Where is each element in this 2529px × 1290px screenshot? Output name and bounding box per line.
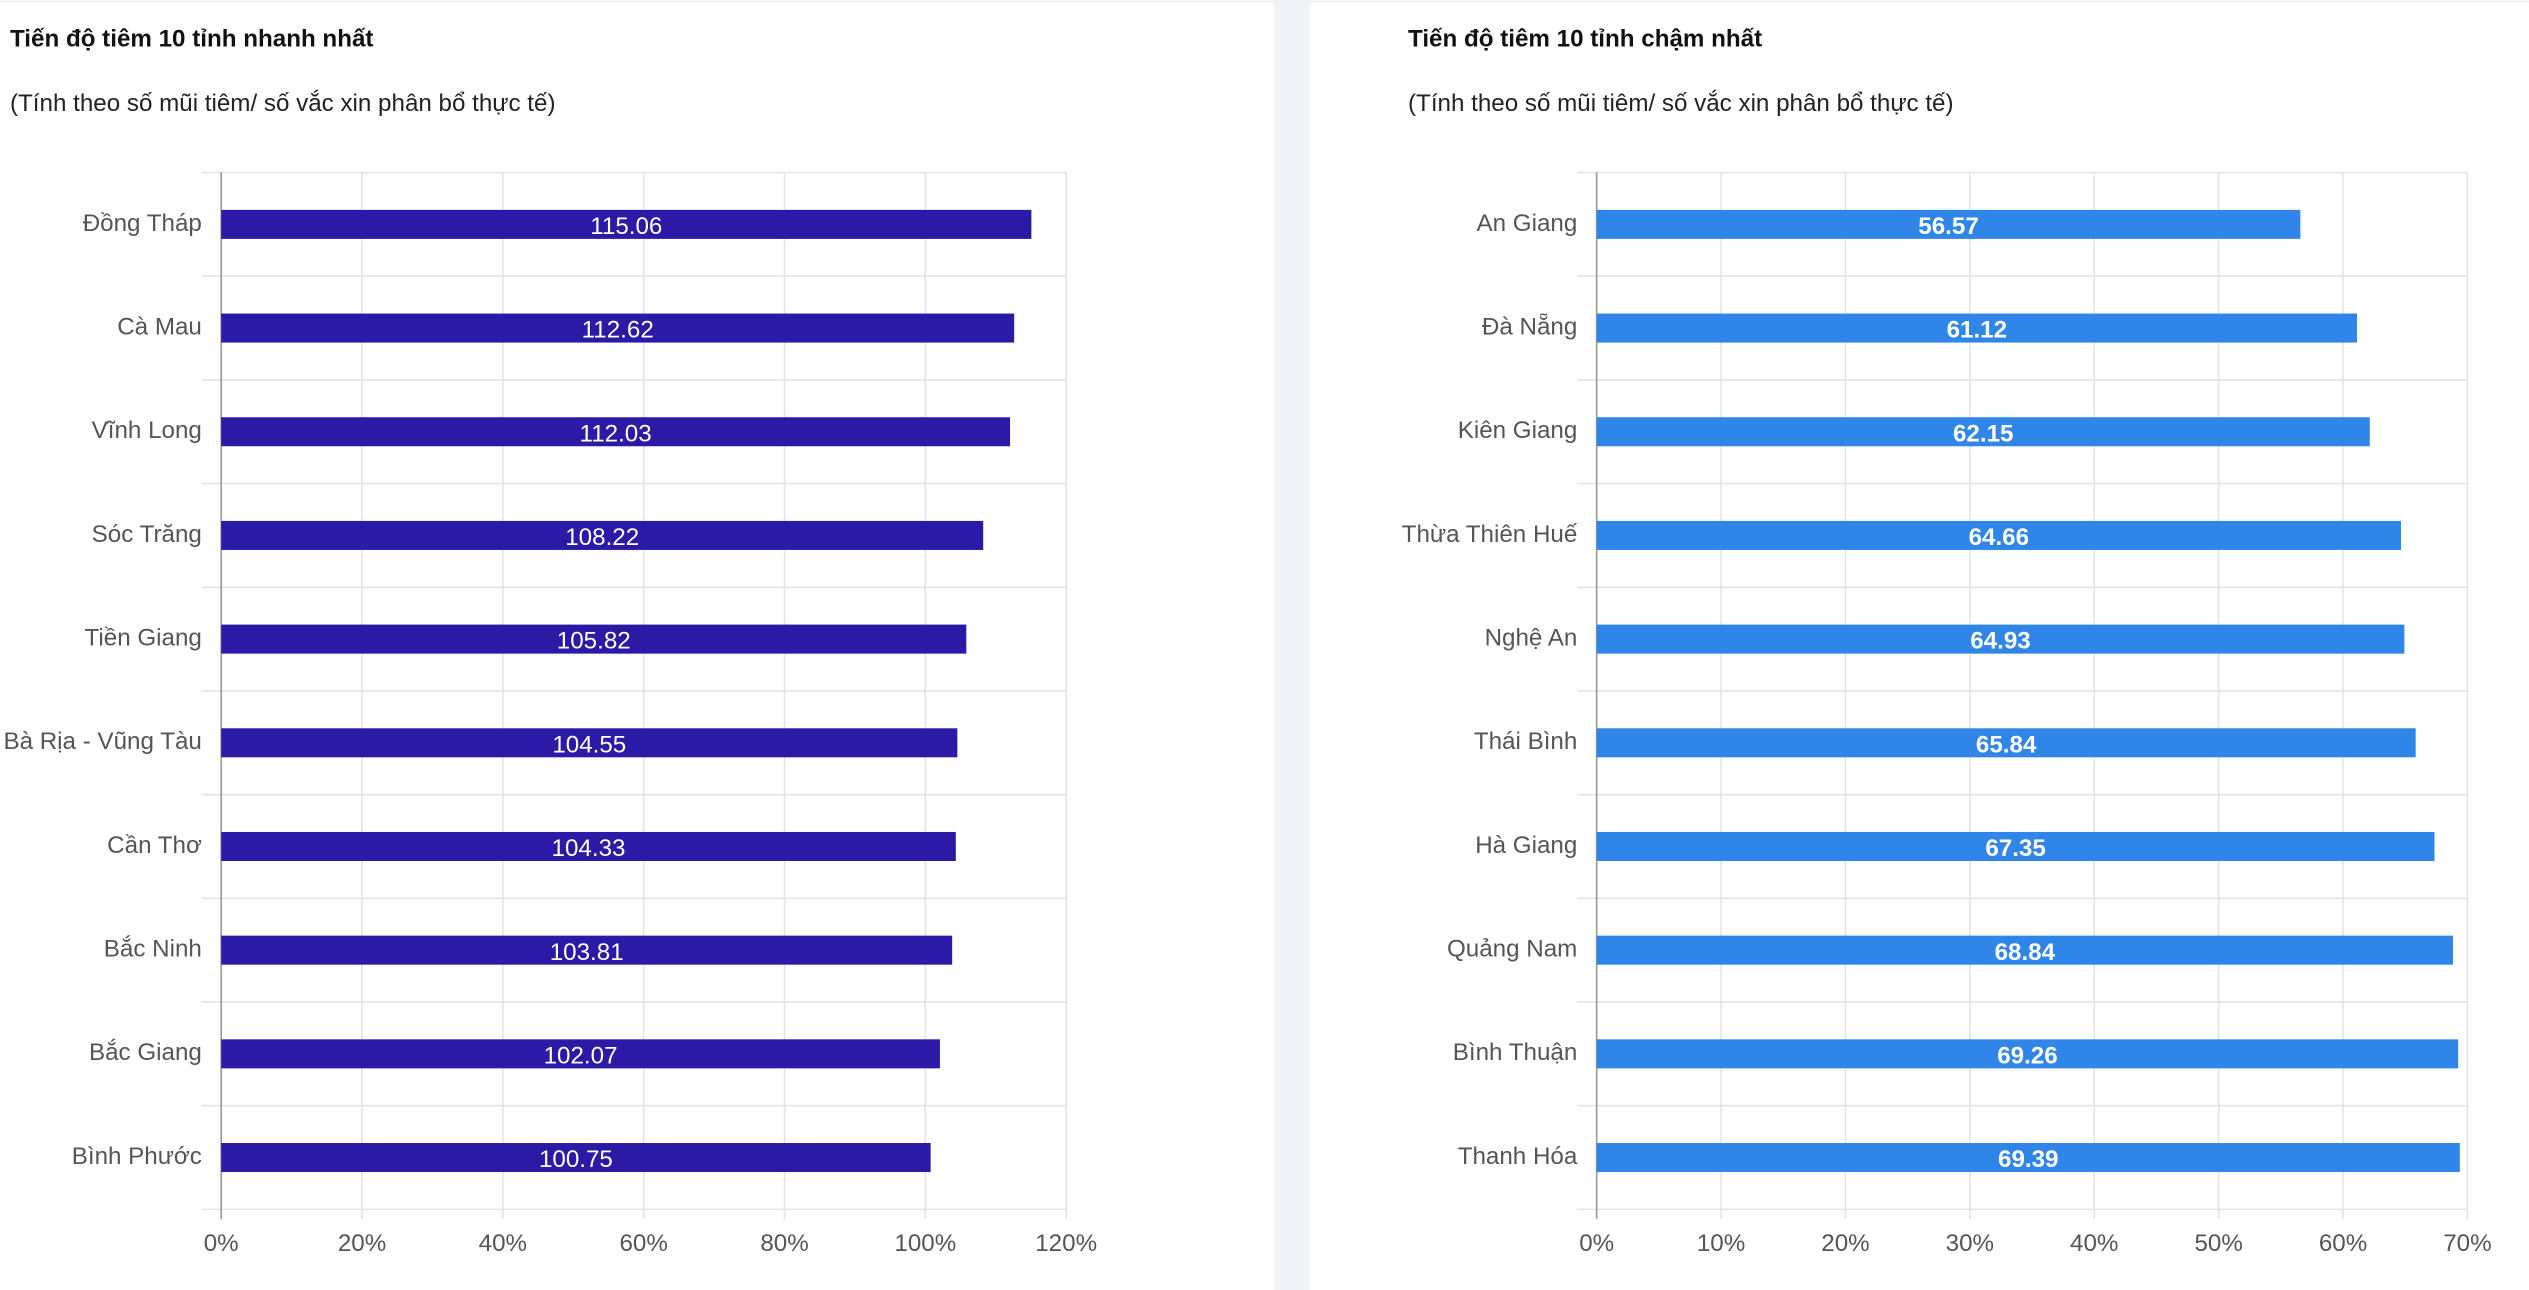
chart-title: Tiến độ tiêm 10 tỉnh nhanh nhất [10, 26, 374, 53]
category-label: Cà Mau [117, 313, 202, 340]
x-tick-label: 10% [1697, 1230, 1745, 1257]
value-label: 56.57 [1918, 213, 1979, 240]
bar [221, 728, 958, 758]
category-label: Bình Thuận [1453, 1039, 1578, 1066]
category-label: Bắc Ninh [104, 936, 202, 963]
bar [221, 831, 956, 861]
x-tick-label: 40% [2070, 1230, 2118, 1257]
bar [221, 520, 984, 550]
value-label: 112.03 [580, 420, 652, 447]
value-label: 65.84 [1976, 731, 2037, 758]
x-tick-label: 50% [2194, 1230, 2242, 1257]
bar [1596, 209, 2301, 239]
x-tick-label: 70% [2443, 1230, 2491, 1257]
value-label: 64.66 [1969, 524, 2030, 551]
category-label: Hà Giang [1475, 832, 1577, 859]
x-tick-label: 120% [1035, 1230, 1097, 1257]
category-label: Thanh Hóa [1458, 1143, 1578, 1170]
bar [1596, 1039, 2459, 1069]
value-label: 108.22 [565, 524, 639, 551]
value-label: 105.82 [557, 628, 631, 655]
bar [1596, 520, 2401, 550]
category-label: Đà Nẵng [1482, 312, 1577, 340]
value-label: 115.06 [590, 213, 662, 240]
category-label: Cần Thơ [107, 832, 202, 859]
bar [221, 935, 953, 965]
value-label: 103.81 [550, 939, 624, 966]
category-label: Bắc Giang [89, 1039, 202, 1066]
value-label: 104.55 [552, 731, 626, 758]
category-label: Kiên Giang [1458, 417, 1578, 444]
bar [221, 624, 967, 654]
x-tick-label: 0% [1579, 1230, 1614, 1257]
category-label: Tiền Giang [85, 625, 202, 652]
category-label: Quảng Nam [1447, 936, 1577, 963]
bar [221, 209, 1032, 239]
x-tick-label: 40% [479, 1230, 527, 1257]
bar [1596, 728, 2416, 758]
x-tick-label: 0% [204, 1230, 239, 1257]
x-tick-label: 100% [894, 1230, 956, 1257]
value-label: 69.39 [1998, 1146, 2059, 1173]
x-tick-label: 60% [619, 1230, 667, 1257]
bar [1596, 1143, 2460, 1173]
value-label: 102.07 [544, 1042, 618, 1069]
category-label: Thừa Thiên Huế [1402, 521, 1578, 548]
value-label: 68.84 [1995, 939, 2056, 966]
category-label: Sóc Trăng [92, 521, 202, 548]
category-label: Nghệ An [1485, 625, 1578, 652]
bar [1596, 831, 2435, 861]
category-label: Bình Phước [72, 1143, 202, 1170]
x-tick-label: 20% [338, 1230, 386, 1257]
value-label: 61.12 [1947, 317, 2008, 344]
value-label: 64.93 [1970, 628, 2031, 655]
category-label: An Giang [1477, 210, 1578, 237]
value-label: 104.33 [552, 835, 626, 862]
value-label: 67.35 [1985, 835, 2046, 862]
chart-subtitle: (Tính theo số mũi tiêm/ số vắc xin phân … [1408, 90, 1954, 117]
x-tick-label: 30% [1946, 1230, 1994, 1257]
bar [1596, 935, 2453, 965]
value-label: 100.75 [539, 1146, 613, 1173]
value-label: 112.62 [582, 317, 654, 344]
bar [1596, 313, 2357, 343]
value-label: 62.15 [1953, 420, 2014, 447]
bar [221, 417, 1011, 447]
chart-title: Tiến độ tiêm 10 tỉnh chậm nhất [1408, 26, 1762, 53]
category-label: Thái Bình [1474, 728, 1577, 755]
chart-subtitle: (Tính theo số mũi tiêm/ số vắc xin phân … [10, 90, 556, 117]
panel-divider [1274, 0, 1310, 1290]
category-label: Vĩnh Long [92, 417, 202, 444]
bar [1596, 624, 2405, 654]
x-tick-label: 80% [760, 1230, 808, 1257]
category-label: Đồng Tháp [83, 210, 202, 237]
value-label: 69.26 [1997, 1042, 2058, 1069]
x-tick-label: 60% [2319, 1230, 2367, 1257]
bar [221, 1039, 940, 1069]
bar [221, 313, 1015, 343]
bar [1596, 417, 2370, 447]
category-label: Bà Rịa - Vũng Tàu [3, 728, 201, 755]
x-tick-label: 20% [1821, 1230, 1869, 1257]
bar [221, 1143, 931, 1173]
